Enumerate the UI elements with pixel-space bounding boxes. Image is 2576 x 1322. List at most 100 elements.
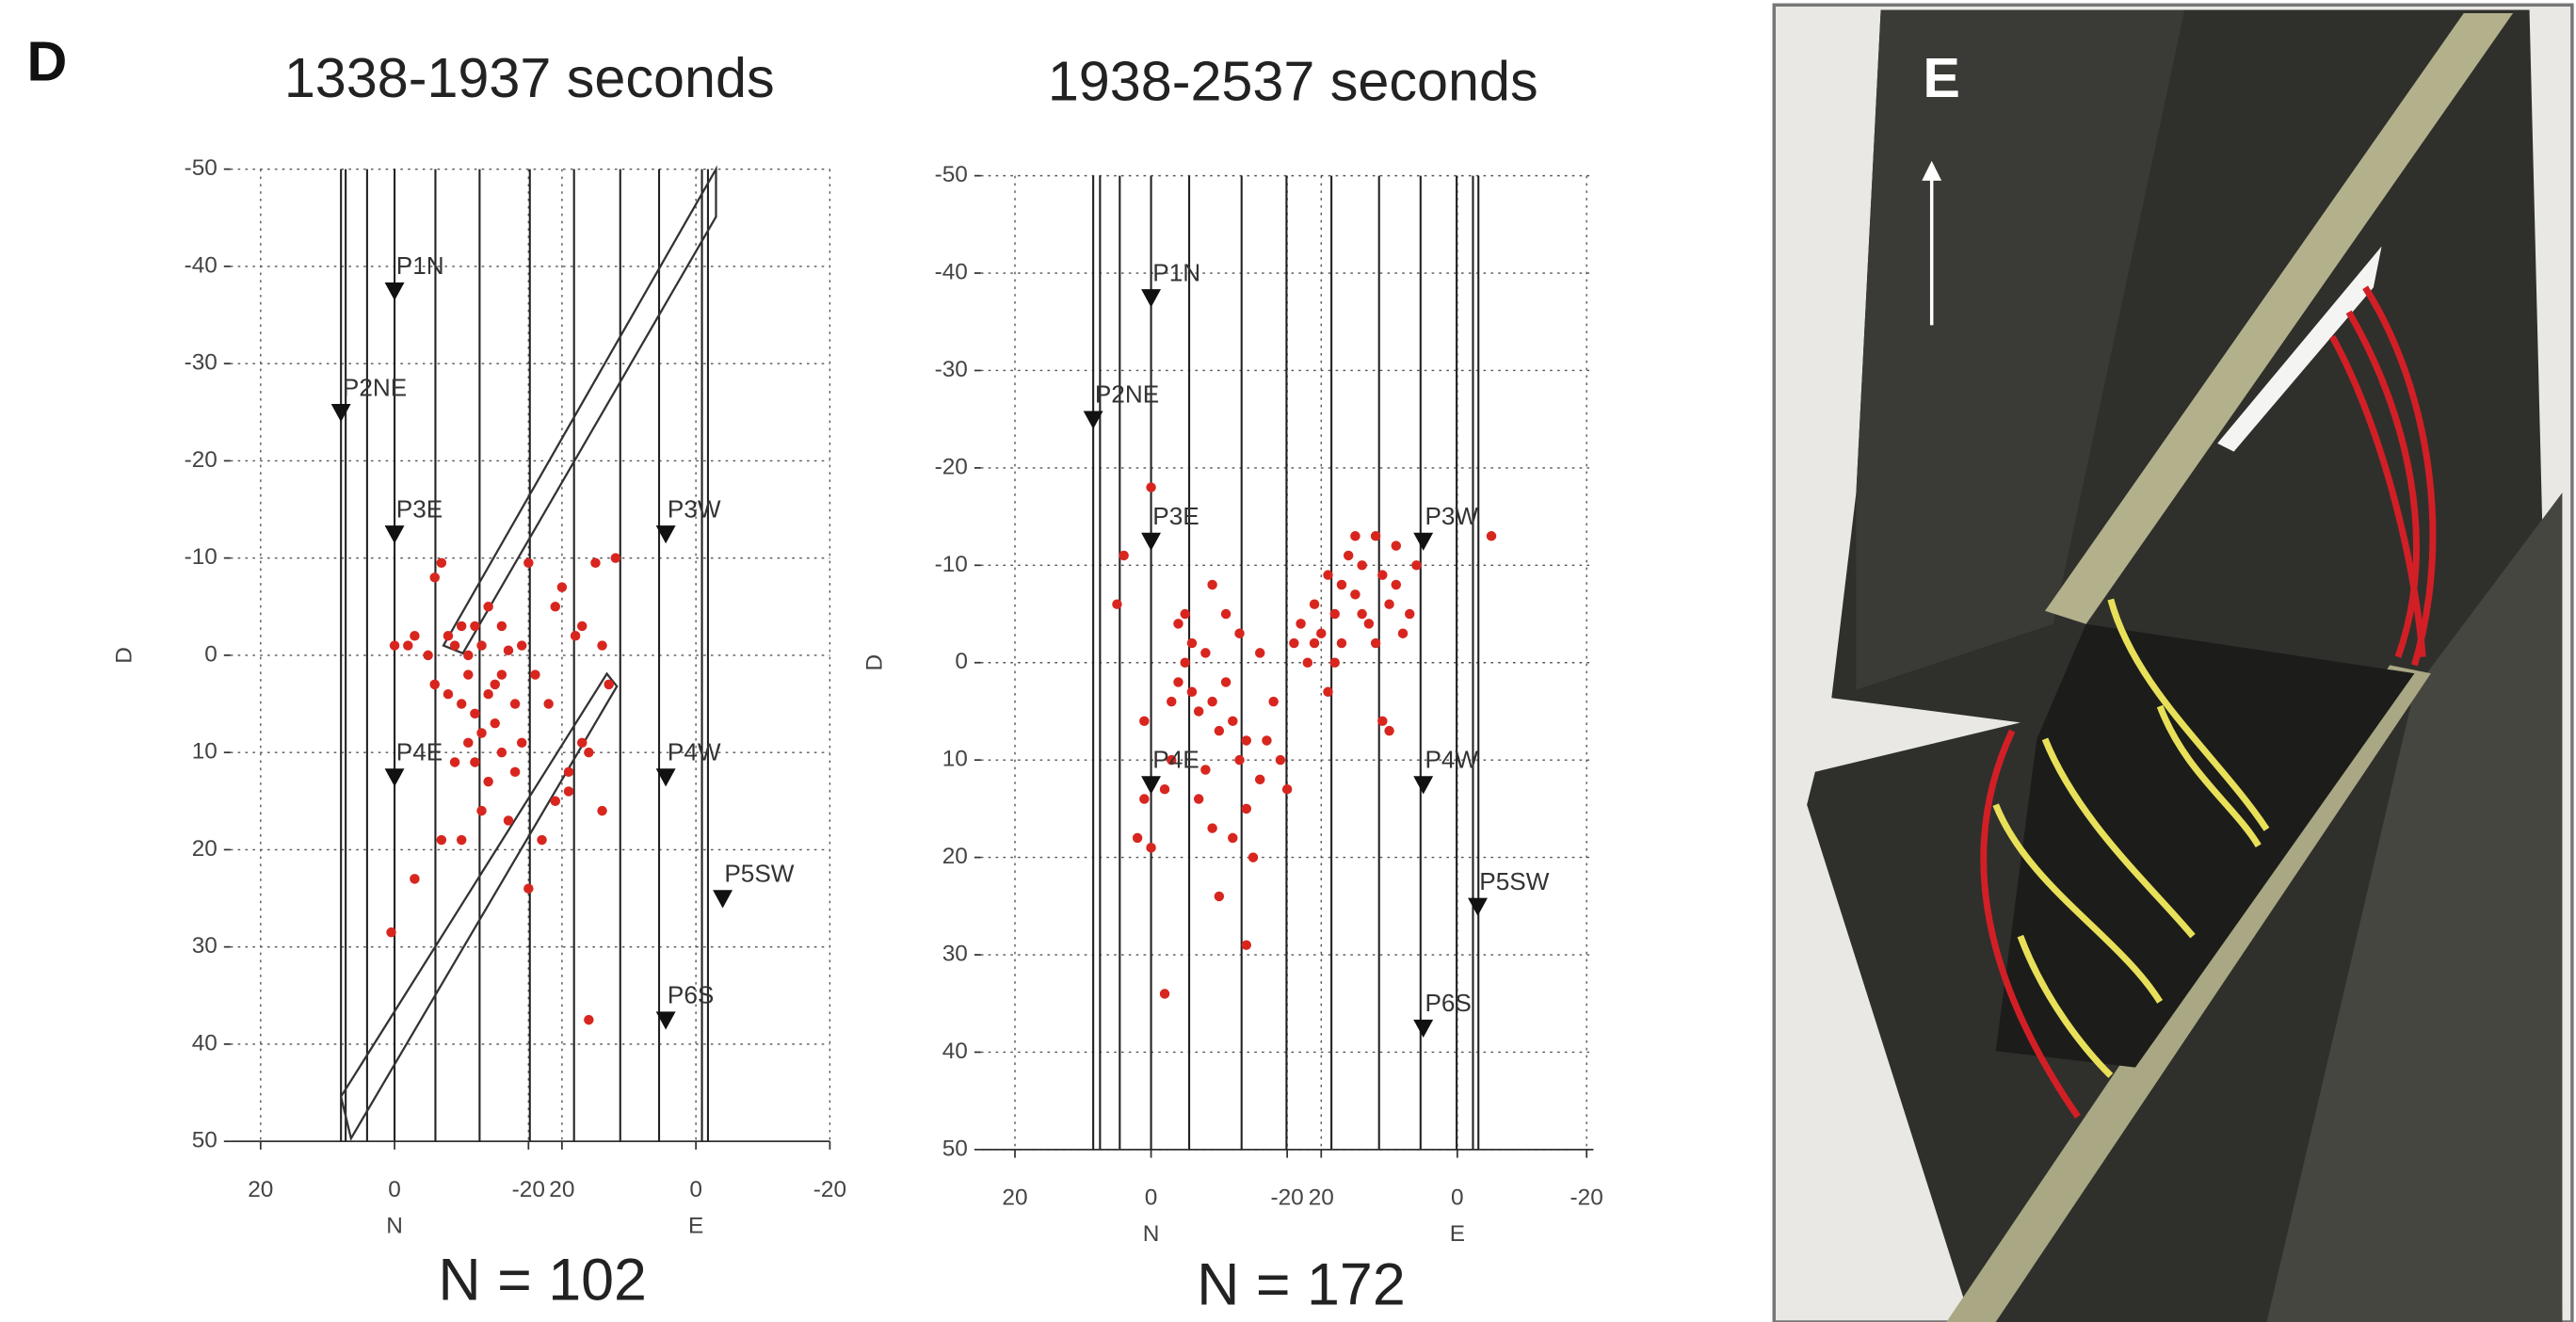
event-point (1384, 599, 1394, 609)
x-tick-label: -20 (1570, 1185, 1603, 1211)
x-tick-label: 20 (1309, 1185, 1334, 1211)
event-point (483, 776, 493, 787)
event-point (1139, 716, 1150, 727)
sensor (1468, 897, 1488, 916)
event-point (1405, 608, 1415, 620)
event-point (1343, 550, 1354, 561)
event-point (1146, 843, 1156, 853)
event-point (1214, 725, 1225, 736)
event-point (483, 688, 493, 700)
sensor (713, 890, 733, 909)
y-tick-label: -10 (935, 552, 968, 577)
event-point (550, 602, 561, 612)
event-point (1220, 608, 1232, 620)
event-point (1234, 754, 1245, 766)
event-point (1112, 599, 1122, 609)
y-tick-label: 20 (942, 844, 968, 869)
event-point (1323, 570, 1333, 580)
panel-label: D (27, 29, 68, 92)
event-point (1391, 540, 1402, 551)
event-point (476, 640, 487, 651)
event-point (423, 650, 433, 661)
sensor-label: P4E (396, 737, 443, 766)
event-point (1323, 686, 1333, 698)
chart-title: 1338-1937 seconds (284, 46, 775, 109)
event-point (1167, 696, 1177, 707)
event-point (1159, 783, 1170, 795)
event-point (1241, 735, 1251, 746)
x-tick-label: 0 (689, 1177, 702, 1202)
event-point (463, 669, 474, 680)
event-point (1296, 619, 1306, 629)
event-point (496, 669, 507, 680)
event-point (570, 631, 581, 641)
y-tick-label: -30 (935, 357, 968, 382)
event-point (1139, 794, 1150, 804)
event-point (576, 621, 588, 632)
y-tick-label: -30 (185, 350, 217, 376)
event-point (590, 557, 601, 569)
y-tick-label: 40 (192, 1030, 217, 1056)
event-point (490, 679, 500, 690)
event-point (410, 874, 420, 884)
sensor (655, 1011, 676, 1030)
event-point (463, 650, 474, 661)
event-point (1350, 531, 1360, 541)
x-tick-label: 0 (388, 1177, 401, 1202)
event-point (563, 766, 574, 778)
event-point (1384, 725, 1394, 736)
sensor-label: P5SW (1479, 867, 1549, 895)
event-point (456, 834, 467, 846)
event-point (1370, 637, 1381, 649)
y-tick-label: 30 (942, 941, 968, 966)
event-point (1329, 608, 1340, 620)
event-point (490, 717, 500, 729)
event-point (496, 747, 507, 758)
event-point (1357, 608, 1367, 620)
event-point (476, 805, 487, 816)
event-point (550, 796, 561, 807)
y-tick-label: -40 (185, 252, 217, 278)
event-point (1193, 706, 1204, 717)
sensor-label: P4W (1425, 746, 1478, 774)
fault-outline (442, 165, 717, 655)
chart: 1938-2537 seconds N = 172 D -50 -40 -30 -20 -10… (862, 49, 1603, 1317)
y-tick-label: -10 (185, 544, 217, 570)
event-point (449, 640, 460, 651)
event-point (1159, 989, 1170, 999)
x-tick-label: 0 (1145, 1185, 1158, 1211)
event-point (1363, 619, 1375, 629)
event-point (576, 737, 588, 749)
event-point (503, 645, 514, 655)
event-point (1262, 735, 1272, 746)
event-point (429, 572, 440, 583)
sensor-label: P3W (668, 494, 721, 523)
event-point (429, 679, 440, 690)
event-point (1377, 570, 1388, 580)
sensor (1141, 289, 1162, 308)
event-point (604, 679, 614, 690)
event-point (456, 621, 467, 632)
event-point (470, 757, 480, 767)
event-point (386, 927, 396, 938)
event-point (1336, 579, 1347, 590)
event-point (1200, 765, 1211, 775)
fault-outline (339, 671, 619, 1142)
y-tick-label: -20 (935, 454, 968, 479)
event-point (1132, 832, 1143, 844)
event-point (1180, 657, 1190, 668)
event-point (530, 669, 540, 680)
event-point (483, 602, 493, 612)
n-label: N = 172 (1197, 1252, 1406, 1318)
x-axis-label: N (386, 1213, 403, 1238)
sensor (1141, 776, 1162, 795)
event-point (449, 757, 460, 767)
y-axis-label: D (862, 654, 888, 671)
event-point (1214, 891, 1225, 902)
sensor-label: P5SW (724, 860, 794, 888)
y-tick-label: 10 (942, 747, 968, 772)
sensor-label: P1N (1152, 258, 1200, 286)
event-point (1220, 677, 1232, 687)
y-tick-label: 0 (204, 641, 217, 667)
